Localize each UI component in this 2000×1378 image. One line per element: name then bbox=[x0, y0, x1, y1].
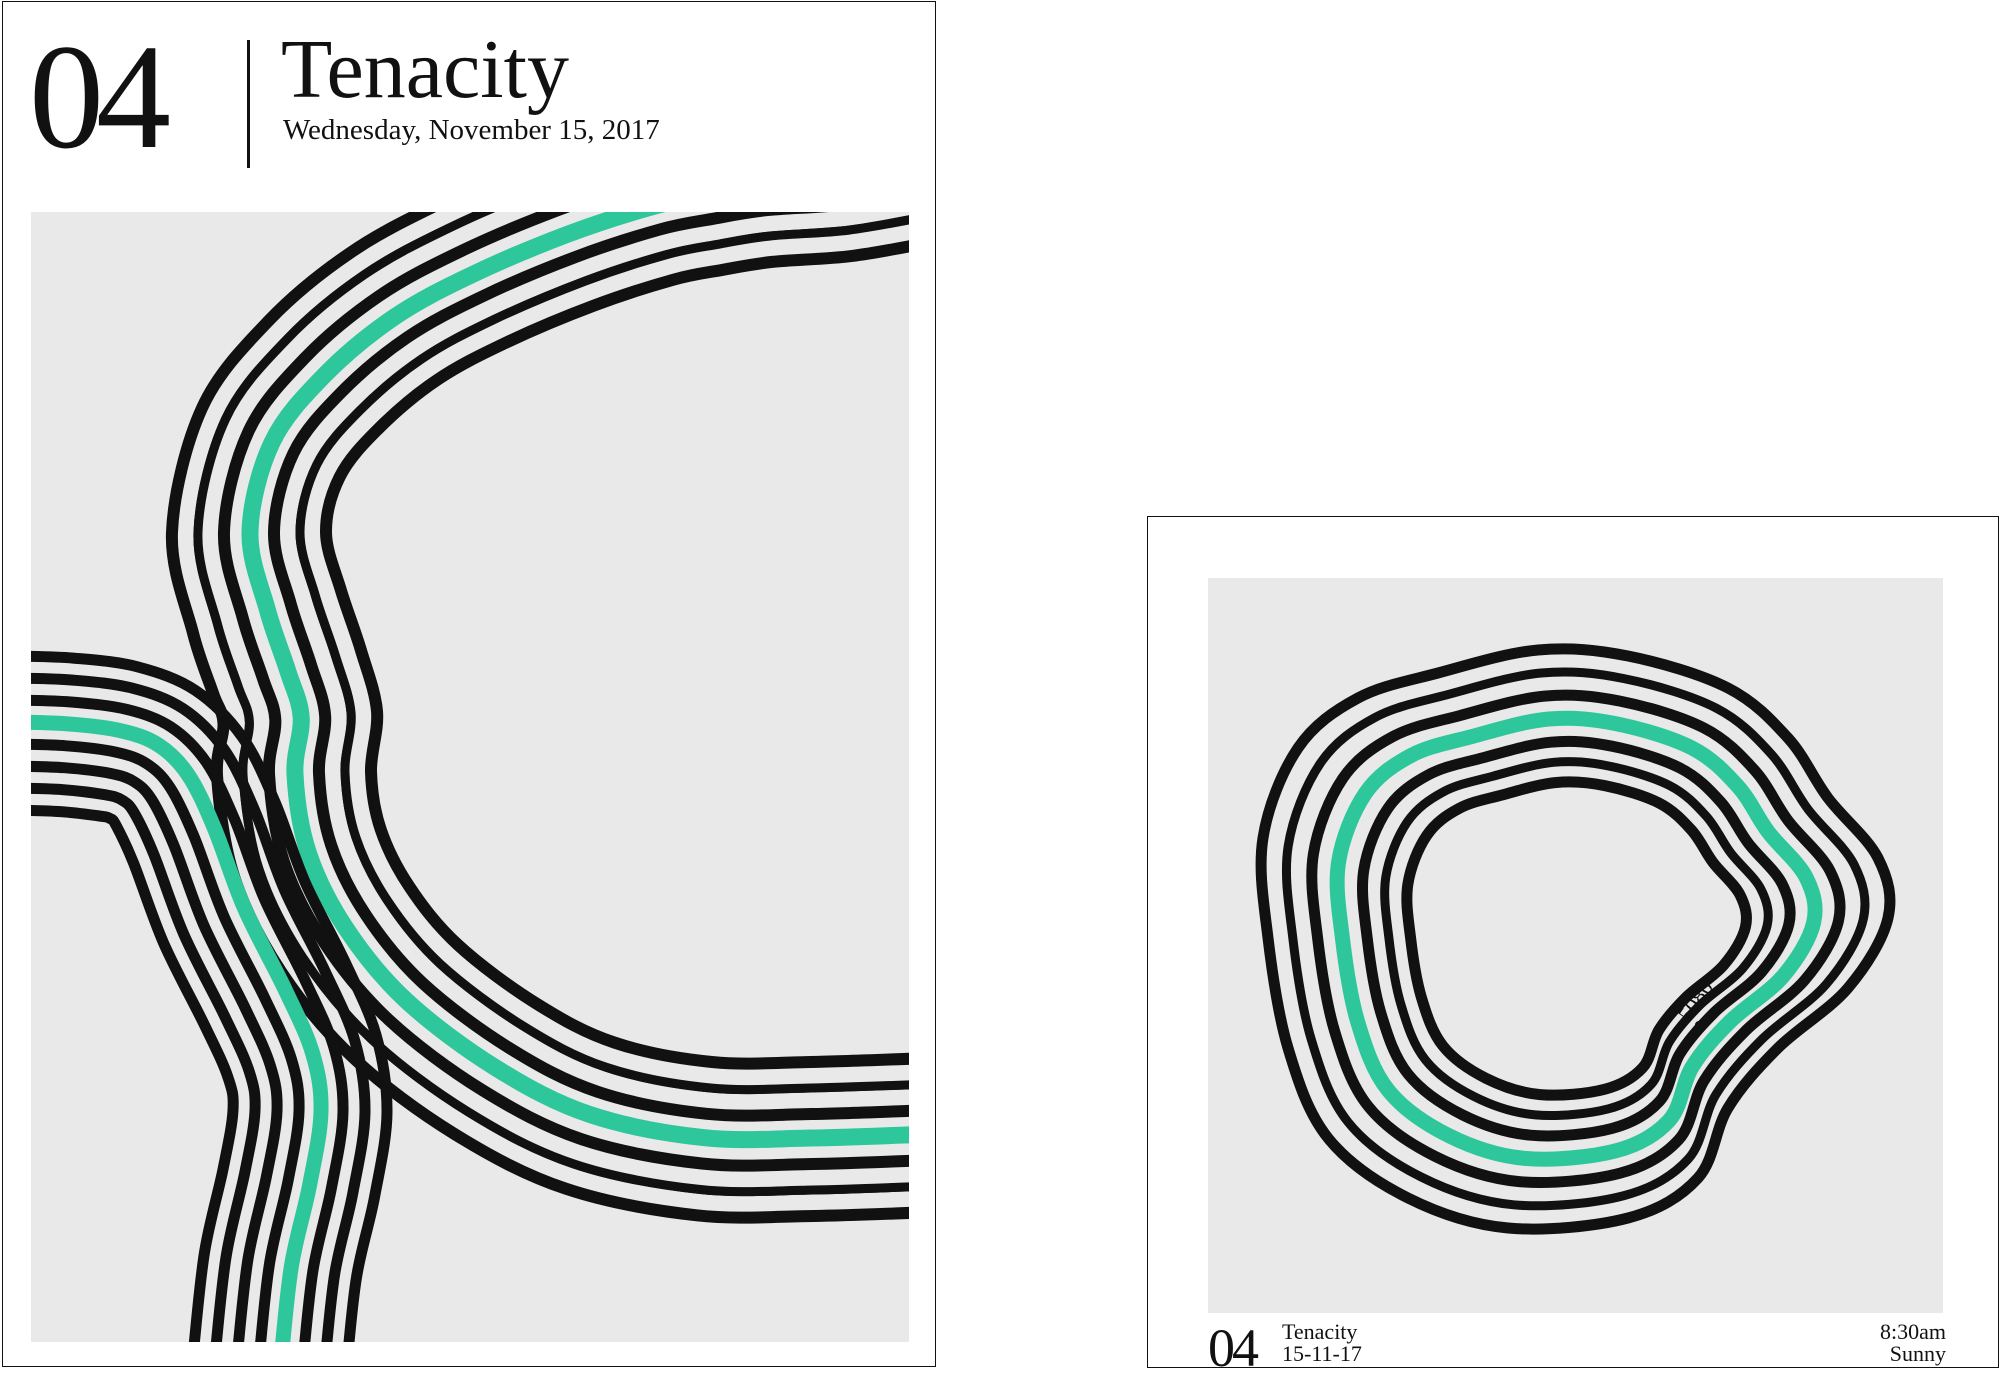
contour-line bbox=[217, 212, 909, 1172]
contour-line bbox=[31, 804, 239, 1342]
poster-weather: Sunny bbox=[1889, 1341, 1946, 1366]
poster-small: 5080 04 Tenacity 15-11-17 8:30am Sunny bbox=[1147, 516, 1999, 1375]
contour-line bbox=[31, 782, 261, 1342]
poster-number: 04 bbox=[29, 14, 171, 180]
contour-line bbox=[167, 212, 909, 1223]
contour-lines-right bbox=[165, 212, 909, 1224]
contour-line bbox=[1306, 689, 1846, 1188]
contour-line bbox=[31, 768, 276, 1342]
poster-time: 8:30am bbox=[1880, 1319, 1946, 1344]
poster-title: Tenacity bbox=[281, 23, 569, 116]
contour-line bbox=[31, 790, 254, 1342]
poster-date: 15-11-17 bbox=[1282, 1341, 1362, 1366]
artwork-panel bbox=[31, 212, 909, 1342]
contour-line bbox=[267, 212, 909, 1122]
contour-line bbox=[31, 738, 305, 1342]
poster-date: Wednesday, November 15, 2017 bbox=[283, 114, 660, 146]
contour-line bbox=[295, 215, 909, 1095]
contour-line bbox=[31, 746, 298, 1342]
contour-line bbox=[219, 212, 909, 1171]
contour-rings bbox=[1255, 643, 1896, 1235]
contour-line bbox=[31, 702, 342, 1342]
contour-line bbox=[321, 241, 909, 1069]
accent-contour bbox=[241, 212, 909, 1149]
marker-dot bbox=[1695, 1021, 1703, 1029]
contour-line bbox=[1380, 757, 1773, 1121]
contour-line bbox=[31, 694, 349, 1342]
poster-title: Tenacity bbox=[1282, 1319, 1358, 1344]
poster-large: 04 Tenacity Wednesday, November 15, 2017 bbox=[2, 1, 936, 1367]
accent-contour bbox=[31, 714, 329, 1342]
contour-line bbox=[31, 658, 386, 1342]
contour-line bbox=[31, 760, 283, 1342]
contour-line bbox=[31, 672, 371, 1342]
contour-line bbox=[193, 212, 909, 1197]
contour-line bbox=[193, 212, 909, 1197]
accent-contour bbox=[1329, 710, 1823, 1167]
contour-line bbox=[1281, 667, 1870, 1211]
contour-line bbox=[165, 212, 909, 1224]
contour-line bbox=[269, 212, 909, 1121]
contour-line bbox=[1357, 735, 1796, 1142]
contour-line bbox=[1401, 776, 1752, 1101]
contour-line bbox=[31, 812, 232, 1342]
contour-line bbox=[319, 240, 909, 1070]
contour-line bbox=[31, 680, 364, 1342]
contour-line bbox=[31, 650, 393, 1342]
contour-line bbox=[1255, 643, 1896, 1235]
contour-artwork-small: 5080 bbox=[1208, 578, 1943, 1313]
contour-lines-left bbox=[31, 650, 393, 1342]
contour-line bbox=[295, 215, 909, 1095]
contour-artwork-large bbox=[31, 212, 909, 1342]
title-divider bbox=[247, 40, 250, 168]
poster-number: 04 bbox=[1208, 1318, 1259, 1378]
